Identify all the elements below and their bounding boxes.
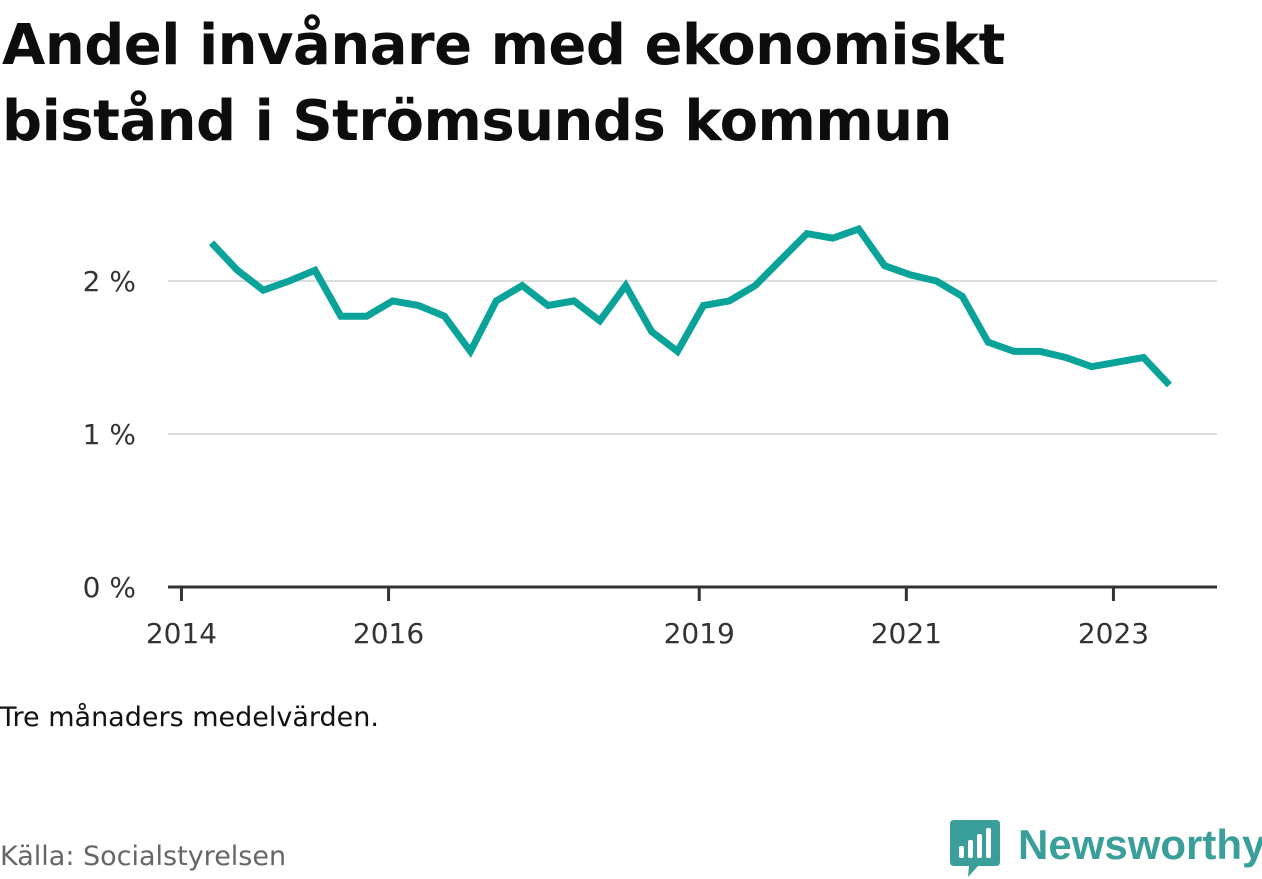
brand-name: Newsworthy — [1018, 821, 1262, 868]
x-tick-label: 2023 — [1078, 617, 1149, 650]
x-tick-label: 2021 — [871, 617, 942, 650]
chart-title: Andel invånare med ekonomiskt bistånd i … — [2, 13, 1005, 154]
chart-note: Tre månaders medelvärden. — [0, 702, 379, 733]
series-line — [208, 224, 1172, 388]
line-chart: 0 % 1 % 2 % 2014 2016 2019 2021 2023 — [83, 224, 1217, 650]
y-axis-tick-labels: 0 % 1 % 2 % — [83, 265, 136, 604]
series-group — [208, 224, 1172, 388]
bar-chart-speech-bubble-icon — [950, 820, 1000, 877]
x-tick-label: 2019 — [664, 617, 735, 650]
x-tick-label: 2016 — [353, 617, 424, 650]
brand-logo: Newsworthy — [950, 818, 1262, 878]
source-credit: Källa: Socialstyrelsen — [0, 841, 287, 872]
gridlines — [168, 280, 1217, 435]
x-tick-label: 2014 — [146, 617, 217, 650]
x-axis: 2014 2016 2019 2021 2023 — [146, 585, 1217, 650]
y-tick-label: 1 % — [83, 418, 136, 451]
y-tick-label: 0 % — [83, 571, 136, 604]
y-tick-label: 2 % — [83, 265, 136, 298]
